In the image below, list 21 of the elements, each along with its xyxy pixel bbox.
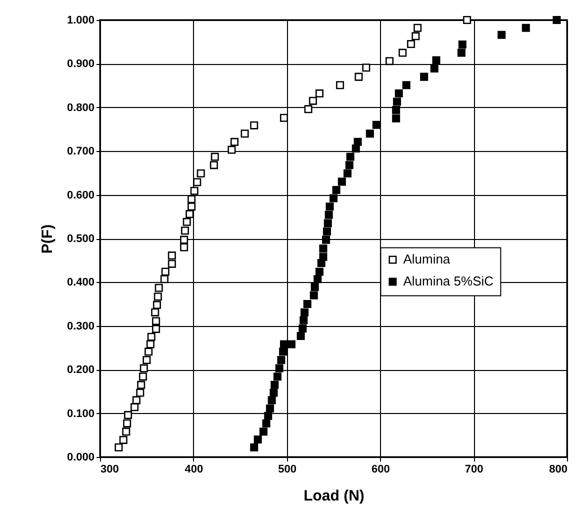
- legend-label: Alumina 5%SiC: [403, 274, 494, 289]
- y-tick-label: 0.500: [66, 233, 94, 245]
- x-tick-label: 300: [100, 464, 119, 476]
- y-tick-label: 0.200: [66, 364, 94, 376]
- y-tick-label: 0.400: [66, 276, 94, 289]
- x-tick-label: 400: [184, 464, 204, 476]
- y-tick-label: 0.800: [66, 102, 94, 114]
- x-tick-label: 800: [549, 464, 568, 476]
- x-tick-label: 700: [464, 464, 484, 476]
- y-tick-label: 0.900: [66, 58, 94, 70]
- y-tick-label: 0.100: [66, 408, 94, 420]
- y-tick-label: 1.000: [66, 14, 94, 26]
- y-tick-label: 0.700: [66, 146, 94, 158]
- y-axis-title: P(F): [38, 224, 56, 254]
- y-tick-label: 0.600: [66, 189, 94, 202]
- x-axis-title: Load (N): [304, 488, 364, 504]
- x-tick-label: 600: [372, 464, 390, 476]
- y-tick-label: 0.300: [66, 320, 94, 332]
- legend-label: Alumina: [403, 252, 451, 267]
- y-tick-label: 0.000: [66, 452, 94, 464]
- x-tick-label: 500: [278, 464, 296, 476]
